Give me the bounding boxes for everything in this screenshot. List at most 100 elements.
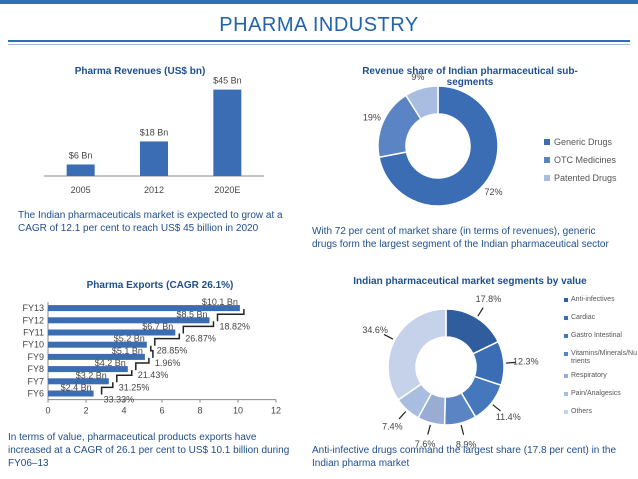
segment-label: 11.4% <box>496 412 521 422</box>
exports-y-tick: FY13 <box>22 303 44 313</box>
segment-leader-line <box>477 307 484 317</box>
exports-x-tick: 4 <box>121 406 126 416</box>
segment-label: 17.8% <box>476 294 502 304</box>
export-bar-label: $5.2 Bn <box>114 334 145 344</box>
revenues-bar-chart: $6 Bn 2005 $18 Bn 2012 $45 Bn 2020E <box>44 76 264 195</box>
export-bar <box>48 305 240 312</box>
legend-item: Patented Drugs <box>544 169 617 187</box>
legend-item: Gastro Intestinal <box>564 332 636 340</box>
growth-label: 28.85% <box>157 346 188 356</box>
segment-label: 12.3% <box>513 357 539 367</box>
segment-leader-line <box>492 404 501 412</box>
revenue-share-legend: Generic Drugs OTC Medicines Patented Drugs <box>544 133 617 187</box>
exports-y-tick: FY11 <box>23 328 44 338</box>
revenue-bar <box>140 141 168 176</box>
export-bar-label: $10.1 Bn <box>202 297 238 307</box>
exports-y-tick: FY10 <box>22 340 44 350</box>
legend-swatch <box>544 139 550 145</box>
segment-label: 34.6% <box>362 325 388 335</box>
exports-x-tick: 10 <box>233 406 243 416</box>
legend-swatch <box>564 352 568 356</box>
revenue-bar <box>66 164 95 176</box>
segment-leader-line <box>398 411 407 420</box>
revenue-share-caption: With 72 per cent of market share (in ter… <box>312 226 609 250</box>
legend-swatch <box>544 157 550 163</box>
legend-item: Respiratory <box>564 372 636 380</box>
segments-donut-chart: 17.8% 12.3% 11.4% 8.9% 7.6% 7.4% 34.6% <box>362 294 539 449</box>
revenue-bar-label: $6 Bn <box>69 150 93 160</box>
segment-label: 7.4% <box>382 421 403 431</box>
legend-swatch <box>564 392 568 396</box>
legend-label: Respiratory <box>571 372 607 379</box>
legend-swatch <box>564 334 568 338</box>
growth-label: 21.43% <box>138 370 169 380</box>
export-bar <box>48 329 176 336</box>
legend-swatch <box>564 316 568 320</box>
exports-x-tick: 8 <box>197 406 202 416</box>
segments-chart-title: Indian pharmaceutical market segments by… <box>353 276 587 287</box>
export-bar-label: $3.2 Bn <box>76 370 107 380</box>
legend-item: OTC Medicines <box>544 151 617 169</box>
segment-leader-line <box>505 361 516 364</box>
revenue-share-slice <box>404 85 439 121</box>
revenue-share-label: 9% <box>411 72 424 82</box>
legend-label: Vitamins/Minerals/Nu trients <box>571 350 638 365</box>
revenue-bar-label: $45 Bn <box>213 76 242 86</box>
growth-connector <box>182 321 215 334</box>
revenues-chart-title: Pharma Revenues (US$ bn) <box>74 66 206 77</box>
segment-slice <box>387 308 447 401</box>
segment-leader-line <box>427 424 431 435</box>
legend-swatch <box>564 410 568 414</box>
exports-chart-title: Pharma Exports (CAGR 26.1%) <box>86 280 234 291</box>
export-bar <box>48 317 210 324</box>
page-title: PHARMA INDUSTRY <box>219 14 419 36</box>
exports-bar-chart: 0 2 4 6 8 10 12 $2.4 Bn FY6 $3.2 Bn FY7 $4.2 Bn FY8 $… <box>22 297 281 416</box>
exports-x-tick: 0 <box>45 406 50 416</box>
segment-leader-line <box>460 424 465 435</box>
legend-label: Others <box>571 408 593 415</box>
revenue-share-chart-title: Revenue share of Indian pharmaceutical s… <box>362 66 578 88</box>
segment-label: 7.6% <box>415 439 436 449</box>
export-bar-label: $4.2 Bn <box>95 358 126 368</box>
revenue-share-label: 19% <box>363 112 381 122</box>
revenue-bar <box>213 89 242 176</box>
exports-x-tick: 6 <box>159 406 164 416</box>
growth-connector <box>216 309 245 322</box>
title-divider-thin <box>8 44 630 45</box>
legend-swatch <box>544 175 550 181</box>
growth-label: 33.33% <box>104 395 135 405</box>
exports-x-tick: 2 <box>83 406 88 416</box>
growth-connector <box>100 382 114 395</box>
growth-label: 26.87% <box>185 334 216 344</box>
growth-label: 1.96% <box>155 358 181 368</box>
growth-connector <box>150 345 154 358</box>
growth-label: 31.25% <box>119 382 150 392</box>
exports-caption: In terms of value, pharmaceutical produc… <box>8 432 290 469</box>
revenue-x-tick: 2012 <box>144 185 164 195</box>
export-bar <box>48 390 94 397</box>
legend-label: Cardiac <box>571 314 596 321</box>
legend-item: Anti-infectives <box>564 296 636 304</box>
growth-connector <box>154 333 181 346</box>
exports-y-tick: FY6 <box>27 389 44 399</box>
title-divider <box>8 40 630 42</box>
exports-y-tick: FY8 <box>27 364 44 374</box>
legend-item: Pain/Analgesics <box>564 390 636 398</box>
legend-label: Generic Drugs <box>554 137 613 147</box>
export-bar <box>48 341 147 348</box>
legend-label: Gastro Intestinal <box>571 332 622 339</box>
export-bar <box>48 353 145 360</box>
revenue-x-tick: 2020E <box>214 185 240 195</box>
export-bar <box>48 378 109 385</box>
legend-swatch <box>564 298 568 302</box>
segments-legend: Anti-infectives Cardiac Gastro Intestinal V… <box>564 296 638 426</box>
export-bar-label: $6.7 Bn <box>142 322 173 332</box>
legend-item: Vitamins/Minerals/Nu trients <box>564 350 638 366</box>
segment-label: 8.9% <box>456 439 477 449</box>
revenue-share-donut-chart: 72% 19% 9% <box>363 72 502 207</box>
legend-label: Anti-infectives <box>571 296 615 303</box>
legend-item: Others <box>564 408 636 416</box>
growth-connector <box>135 357 150 371</box>
revenue-share-label: 72% <box>484 187 502 197</box>
legend-item: Generic Drugs <box>544 133 617 151</box>
